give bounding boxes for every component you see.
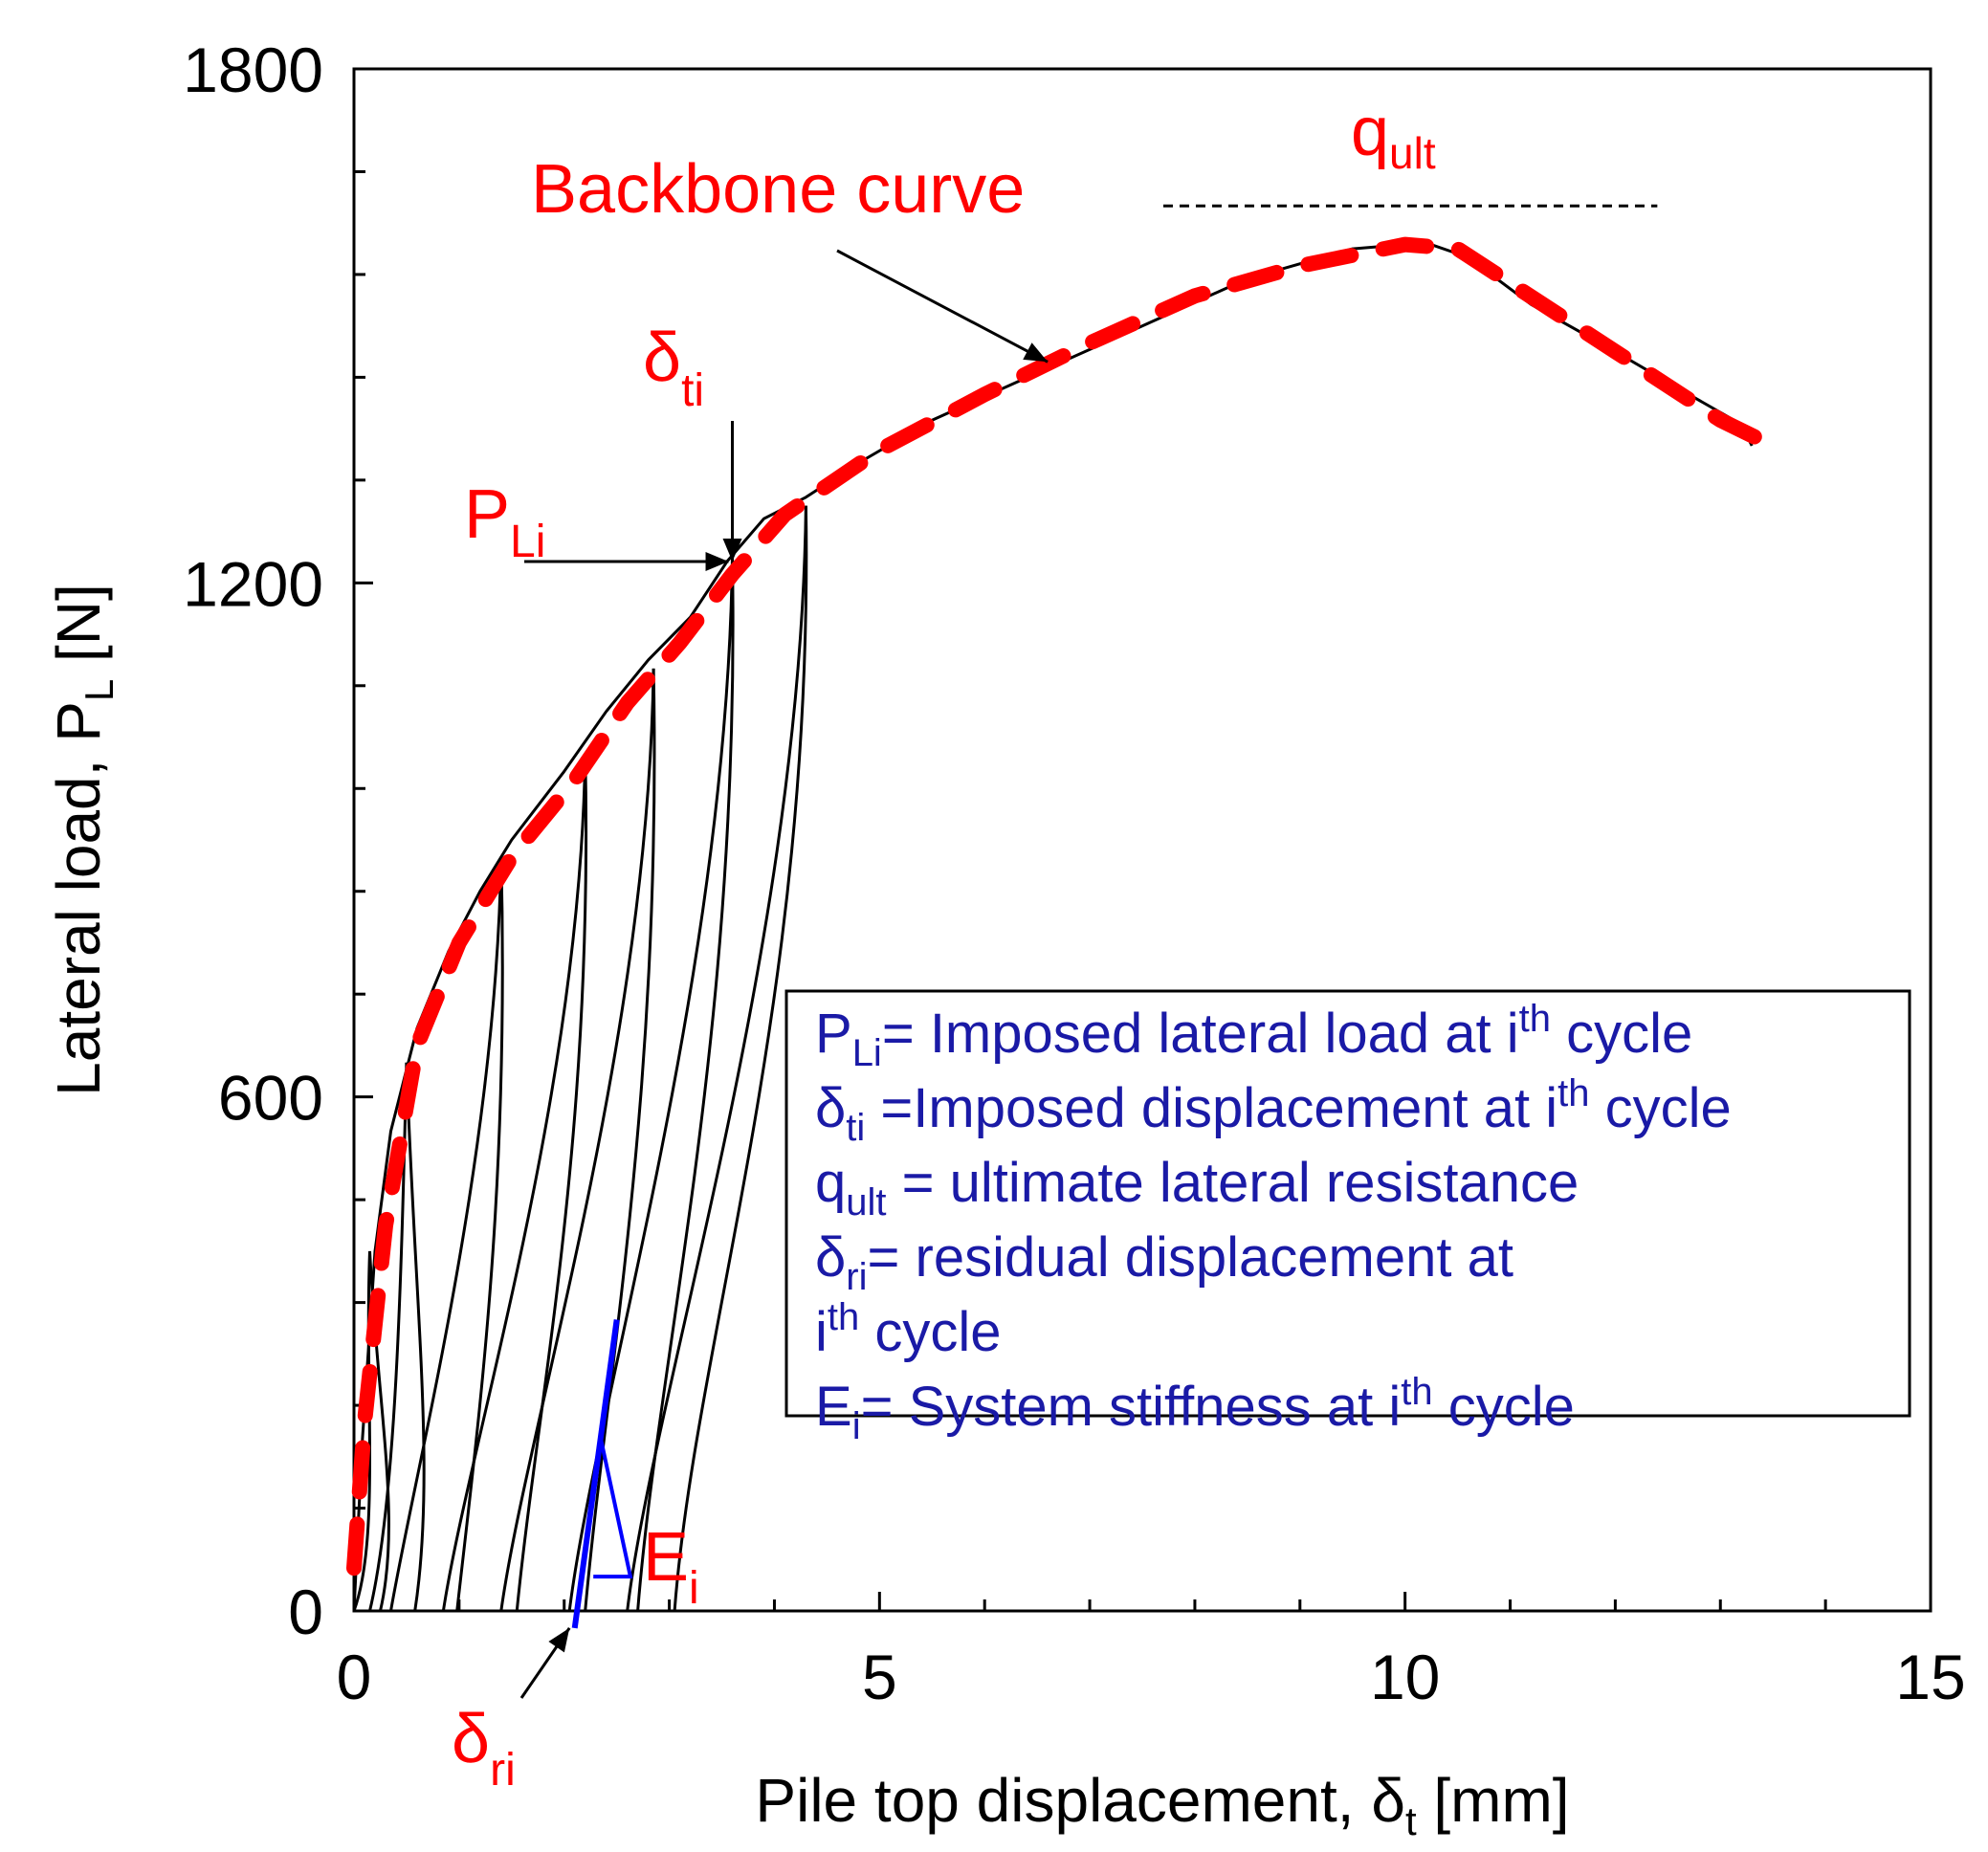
y-tick-label: 1800 xyxy=(183,34,323,105)
legend-line-6: Ei= System stiffness at ith cycle xyxy=(815,1371,1575,1447)
backbone-arrow-shaft xyxy=(836,249,1049,364)
dri-label: δri xyxy=(452,1701,516,1796)
series-group xyxy=(346,236,1781,1612)
y-tick-label: 1200 xyxy=(183,548,323,619)
unload-branch xyxy=(499,668,655,1612)
legend-box xyxy=(784,989,1911,1418)
x-tick-label: 0 xyxy=(337,1642,372,1712)
pli-arrow-head xyxy=(705,551,729,571)
plot-area xyxy=(352,67,1933,1613)
pli-label: PLi xyxy=(464,476,545,567)
stiffness-line xyxy=(571,1319,620,1629)
stiffness-triangle xyxy=(593,1439,633,1579)
backbone-arrow-head xyxy=(1023,342,1049,363)
qult-label: qult xyxy=(1351,94,1436,178)
reload-branch xyxy=(673,505,808,1612)
reload-branch xyxy=(636,557,735,1612)
backbone-curve-label: Backbone curve xyxy=(531,151,1025,228)
x-tick-label: 10 xyxy=(1370,1642,1440,1712)
hysteresis-loops xyxy=(352,505,808,1612)
reload-branch xyxy=(584,668,656,1612)
reload-branch xyxy=(455,856,504,1612)
x-tick-label: 5 xyxy=(862,1642,897,1712)
reload-branch xyxy=(405,1062,426,1612)
reload-branch xyxy=(515,754,588,1612)
legend-line-4: δri= residual displacement at xyxy=(815,1226,1513,1298)
axis-ticks: 0 5 10 15 0 600 1200 1800 xyxy=(183,34,1966,1712)
y-axis-title: Lateral load, PL [N] xyxy=(44,584,121,1096)
annotation-lines xyxy=(519,204,1658,1699)
legend: PLi= Imposed lateral load at ith cycle δ… xyxy=(784,989,1911,1418)
unload-branch xyxy=(626,505,807,1612)
dti-label: δti xyxy=(643,320,704,416)
unload-branch xyxy=(567,557,734,1612)
ei-label: Ei xyxy=(643,1519,699,1614)
unload-branch xyxy=(352,1250,371,1612)
x-tick-label: 15 xyxy=(1895,1642,1965,1712)
y-tick-label: 600 xyxy=(218,1063,323,1134)
backbone-curve-line xyxy=(346,236,1781,1576)
legend-line-1: PLi= Imposed lateral load at ith cycle xyxy=(815,998,1692,1074)
legend-line-3: qult = ultimate lateral resistance xyxy=(815,1152,1579,1224)
y-tick-label: 0 xyxy=(288,1576,323,1647)
x-axis-title: Pile top displacement, δt [mm] xyxy=(755,1766,1569,1843)
dri-arrow-head xyxy=(548,1627,570,1653)
legend-line-5: ith cycle xyxy=(815,1296,1002,1363)
unload-branch xyxy=(389,856,503,1612)
dti-arrow-head xyxy=(722,538,742,562)
unload-branch xyxy=(441,754,587,1612)
legend-line-2: δti =Imposed displacement at ith cycle xyxy=(815,1072,1732,1149)
